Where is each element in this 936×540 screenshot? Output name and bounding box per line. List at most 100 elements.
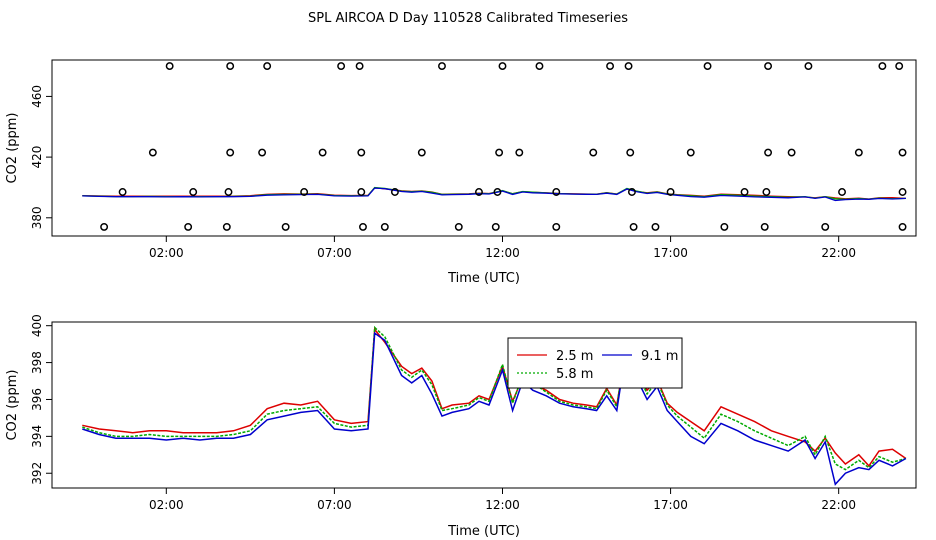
outlier-point (390, 188, 399, 196)
outlier-point (762, 188, 771, 196)
top-x-tick-label: 12:00 (485, 246, 520, 260)
outlier-point (898, 222, 907, 231)
top-x-label: Time (UTC) (447, 271, 520, 286)
top-y-axis: 380 420 460 (30, 85, 52, 229)
outlier-point (764, 62, 773, 71)
legend-label-5-8m: 5.8 m (556, 367, 593, 382)
outlier-point (629, 222, 638, 231)
outlier-point (357, 188, 366, 196)
series-line-2-5-m (82, 327, 907, 468)
bottom-x-label: Time (UTC) (447, 524, 520, 539)
series-line-5-8-m (82, 325, 907, 471)
outlier-point (878, 62, 887, 71)
outlier-point (821, 222, 830, 231)
outlier-point (184, 222, 193, 231)
top-plot-frame (51, 59, 917, 237)
outlier-point (222, 222, 231, 231)
top-x-tick-label: 07:00 (317, 246, 352, 260)
bottom-series-lines (82, 325, 907, 486)
outlier-point (764, 148, 773, 157)
top-outlier-points (100, 62, 907, 231)
outlier-point (624, 62, 633, 71)
outlier-point (498, 62, 507, 71)
bottom-x-tick-label: 22:00 (821, 498, 856, 512)
bottom-panel: 02:00 07:00 12:00 17:00 22:00 392 394 396 398 40… (5, 314, 917, 539)
bottom-plot-frame (51, 321, 917, 489)
top-x-tick-label: 02:00 (149, 246, 184, 260)
bottom-x-tick-label: 17:00 (653, 498, 688, 512)
bottom-y-tick-label: 394 (30, 425, 44, 448)
outlier-point (258, 148, 267, 157)
top-y-tick-label: 420 (30, 146, 44, 169)
outlier-point (515, 148, 524, 157)
outlier-point (226, 62, 235, 71)
series-line-9-1-m (82, 331, 907, 486)
bottom-x-tick-label: 07:00 (317, 498, 352, 512)
outlier-point (626, 148, 635, 157)
outlier-point (357, 148, 366, 157)
outlier-point (895, 62, 904, 71)
outlier-point (491, 222, 500, 231)
bottom-y-tick-label: 398 (30, 351, 44, 374)
outlier-point (720, 222, 729, 231)
outlier-point (740, 188, 749, 196)
outlier-point (606, 62, 615, 71)
bottom-x-tick-label: 12:00 (485, 498, 520, 512)
top-x-tick-label: 22:00 (821, 246, 856, 260)
outlier-point (804, 62, 813, 71)
outlier-point (380, 222, 389, 231)
outlier-point (189, 188, 198, 196)
outlier-point (300, 188, 309, 196)
outlier-point (627, 188, 636, 196)
outlier-point (359, 222, 367, 231)
outlier-point (666, 188, 675, 196)
outlier-point (535, 62, 544, 71)
outlier-point (838, 188, 846, 196)
top-panel: 02:00 07:00 12:00 17:00 22:00 380 420 460 Time… (5, 59, 917, 286)
outlier-point (224, 188, 233, 196)
bottom-y-axis: 392 394 396 398 400 (30, 314, 52, 485)
top-series-line (82, 187, 906, 202)
outlier-point (898, 188, 907, 196)
outlier-point (552, 222, 561, 231)
bottom-y-tick-label: 400 (30, 314, 44, 337)
top-series-lines (82, 186, 906, 202)
legend-label-2-5m: 2.5 m (556, 349, 593, 364)
bottom-x-axis: 02:00 07:00 12:00 17:00 22:00 (149, 488, 856, 512)
outlier-point (898, 148, 907, 157)
outlier-point (148, 148, 157, 157)
outlier-point (165, 62, 174, 71)
outlier-point (787, 148, 796, 157)
outlier-point (226, 148, 235, 157)
outlier-point (760, 222, 769, 231)
outlier-point (417, 148, 426, 157)
bottom-y-tick-label: 392 (30, 462, 44, 485)
bottom-y-label: CO2 (ppm) (5, 369, 20, 440)
legend-label-9-1m: 9.1 m (641, 349, 678, 364)
outlier-point (495, 148, 504, 157)
outlier-point (454, 222, 463, 231)
outlier-point (703, 62, 712, 71)
outlier-point (355, 62, 364, 71)
legend: 2.5 m 5.8 m 9.1 m (507, 337, 683, 389)
outlier-point (118, 188, 127, 196)
outlier-point (854, 148, 863, 157)
outlier-point (337, 62, 346, 71)
top-x-axis: 02:00 07:00 12:00 17:00 22:00 (149, 236, 856, 260)
top-y-tick-label: 460 (30, 85, 44, 108)
outlier-point (100, 222, 109, 231)
outlier-point (552, 188, 561, 196)
outlier-point (686, 148, 695, 157)
top-y-label: CO2 (ppm) (5, 112, 20, 183)
bottom-x-tick-label: 02:00 (149, 498, 184, 512)
outlier-point (589, 148, 598, 157)
legend-box (507, 337, 683, 389)
outlier-point (438, 62, 446, 71)
bottom-y-tick-label: 396 (30, 388, 44, 411)
outlier-point (263, 62, 272, 71)
outlier-point (475, 188, 483, 196)
outlier-point (493, 188, 502, 196)
top-x-tick-label: 17:00 (653, 246, 688, 260)
outlier-point (318, 148, 327, 157)
